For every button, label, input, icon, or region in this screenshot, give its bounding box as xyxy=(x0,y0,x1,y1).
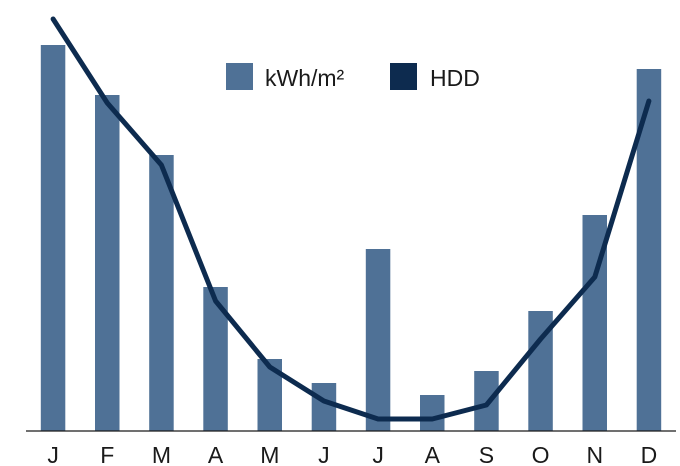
legend-label-hdd: HDD xyxy=(430,65,480,91)
x-tick-label-10: N xyxy=(586,442,603,466)
legend: kWh/m² HDD xyxy=(226,63,480,91)
bar-5 xyxy=(311,383,337,431)
bar-6 xyxy=(365,249,391,431)
bar-0 xyxy=(40,45,66,431)
x-tick-label-1: F xyxy=(100,442,114,466)
legend-swatch-kwh xyxy=(226,63,253,90)
x-tick-label-3: A xyxy=(208,442,224,466)
x-tick-label-9: O xyxy=(532,442,550,466)
legend-label-kwh: kWh/m² xyxy=(265,65,345,91)
bar-1 xyxy=(95,95,120,431)
series-line-hdd xyxy=(50,16,652,422)
x-tick-label-2: M xyxy=(152,442,171,466)
bars-layer xyxy=(40,45,662,431)
x-tick-label-4: M xyxy=(260,442,279,466)
x-tick-label-0: J xyxy=(47,442,59,466)
bar-2 xyxy=(149,155,174,431)
x-tick-label-5: J xyxy=(318,442,330,466)
x-tick-label-6: J xyxy=(372,442,384,466)
x-tick-label-8: S xyxy=(479,442,494,466)
bar-7 xyxy=(420,395,445,431)
x-tick-label-7: A xyxy=(425,442,441,466)
legend-swatch-hdd xyxy=(390,63,417,90)
x-tick-label-11: D xyxy=(641,442,658,466)
